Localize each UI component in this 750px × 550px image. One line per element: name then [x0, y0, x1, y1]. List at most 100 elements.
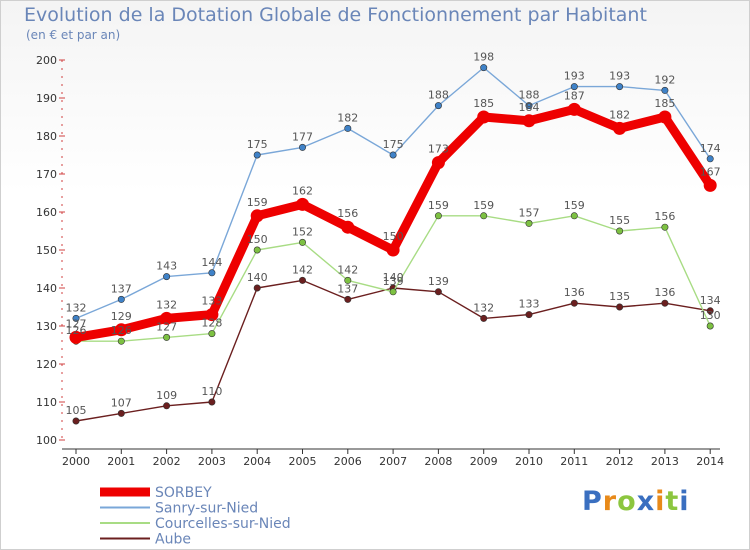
data-point-courcelles-sur-nied [570, 212, 578, 220]
data-label-aube: 136 [564, 286, 585, 299]
logo-letter: t [665, 486, 680, 517]
data-point-sanry-sur-nied [253, 151, 261, 159]
data-label-sanry-sur-nied: 175 [247, 138, 268, 151]
legend-label-aube: Aube [155, 532, 191, 548]
y-tick-label: 160 [36, 206, 57, 219]
data-point-sorbey [431, 156, 445, 170]
data-label-sanry-sur-nied: 188 [519, 89, 540, 102]
data-point-courcelles-sur-nied [208, 330, 216, 338]
data-label-aube: 136 [654, 286, 675, 299]
data-point-aube [117, 409, 125, 417]
data-label-sorbey: 173 [428, 143, 449, 156]
data-point-aube [298, 276, 306, 284]
data-label-sorbey: 156 [337, 207, 358, 220]
data-label-aube: 139 [428, 275, 449, 288]
y-tick-label: 130 [36, 320, 57, 333]
data-label-sanry-sur-nied: 193 [609, 70, 630, 83]
data-label-courcelles-sur-nied: 150 [247, 233, 268, 246]
data-point-sanry-sur-nied [434, 102, 442, 110]
data-label-sorbey: 133 [201, 295, 222, 308]
data-point-aube [661, 299, 669, 307]
data-label-aube: 137 [337, 282, 358, 295]
data-point-sorbey [477, 110, 491, 124]
data-point-courcelles-sur-nied [253, 246, 261, 254]
data-label-sorbey: 159 [247, 196, 268, 209]
y-tick-label: 170 [36, 168, 57, 181]
x-tick-label: 2006 [334, 455, 362, 468]
x-tick-label: 2011 [560, 455, 588, 468]
data-label-sorbey: 132 [156, 298, 177, 311]
x-tick-label: 2014 [696, 455, 724, 468]
data-label-aube: 132 [473, 301, 494, 314]
x-tick-label: 2001 [107, 455, 135, 468]
proxiti-logo: Proxiti [582, 486, 690, 517]
data-label-aube: 140 [247, 271, 268, 284]
logo-letter: i [679, 486, 690, 517]
data-label-sanry-sur-nied: 193 [564, 70, 585, 83]
data-label-sanry-sur-nied: 137 [111, 282, 132, 295]
logo-letter: o [617, 486, 637, 517]
data-point-sanry-sur-nied [163, 273, 171, 281]
y-tick-label: 180 [36, 130, 57, 143]
x-tick-label: 2000 [62, 455, 90, 468]
y-tick-label: 190 [36, 92, 57, 105]
y-tick-label: 110 [36, 396, 57, 409]
data-label-courcelles-sur-nied: 159 [428, 199, 449, 212]
chart-title: Evolution de la Dotation Globale de Fonc… [24, 4, 647, 26]
data-point-sorbey [567, 102, 581, 116]
data-label-sorbey: 185 [654, 97, 675, 110]
data-point-aube [616, 303, 624, 311]
data-label-sorbey: 162 [292, 184, 313, 197]
data-point-sanry-sur-nied [525, 102, 533, 110]
data-point-aube [163, 402, 171, 410]
x-tick-label: 2010 [515, 455, 543, 468]
data-label-sanry-sur-nied: 198 [473, 51, 494, 64]
data-label-sanry-sur-nied: 177 [292, 130, 313, 143]
data-point-sorbey [205, 308, 219, 322]
y-tick-label: 150 [36, 244, 57, 257]
data-label-aube: 107 [111, 396, 132, 409]
data-point-sorbey [296, 197, 309, 211]
logo-letter: i [655, 486, 666, 517]
data-label-courcelles-sur-nied: 126 [66, 324, 87, 337]
data-label-courcelles-sur-nied: 156 [654, 210, 675, 223]
data-point-aube [570, 299, 578, 307]
logo-letter: P [582, 486, 603, 517]
data-point-courcelles-sur-nied [434, 212, 442, 220]
data-label-sorbey: 167 [700, 165, 721, 178]
x-tick-label: 2008 [424, 455, 452, 468]
legend-label-sanry-sur-nied: Sanry-sur-Nied [155, 501, 258, 517]
logo-letter: x [636, 486, 656, 517]
x-tick-label: 2003 [198, 455, 226, 468]
data-point-sorbey [386, 243, 400, 257]
data-point-sorbey [703, 178, 717, 192]
logo-letter: r [602, 486, 618, 517]
data-label-courcelles-sur-nied: 159 [564, 199, 585, 212]
data-point-sanry-sur-nied [661, 86, 669, 94]
data-point-aube [208, 398, 216, 406]
data-point-aube [706, 307, 714, 315]
data-point-aube [525, 311, 533, 319]
data-label-aube: 133 [519, 298, 540, 311]
data-label-aube: 135 [609, 290, 630, 303]
axes: 100 110 120 130 140 150 160 170 180 190 200 2000 200… [36, 54, 724, 468]
data-label-aube: 134 [700, 294, 721, 307]
series-aube [72, 276, 714, 425]
y-tick-label: 120 [36, 358, 57, 371]
data-point-courcelles-sur-nied [389, 288, 397, 296]
data-label-courcelles-sur-nied: 157 [519, 206, 540, 219]
legend-label-sorbey: SORBEY [155, 485, 212, 501]
data-point-sanry-sur-nied [208, 269, 216, 277]
data-label-sanry-sur-nied: 192 [654, 73, 675, 86]
data-label-sorbey: 185 [473, 97, 494, 110]
series-sanry-sur-nied [72, 64, 714, 322]
data-label-courcelles-sur-nied: 139 [383, 275, 404, 288]
data-point-courcelles-sur-nied [525, 219, 533, 227]
data-label-sanry-sur-nied: 132 [66, 301, 87, 314]
data-label-aube: 110 [201, 385, 222, 398]
data-label-courcelles-sur-nied: 159 [473, 199, 494, 212]
data-point-courcelles-sur-nied [298, 238, 306, 246]
